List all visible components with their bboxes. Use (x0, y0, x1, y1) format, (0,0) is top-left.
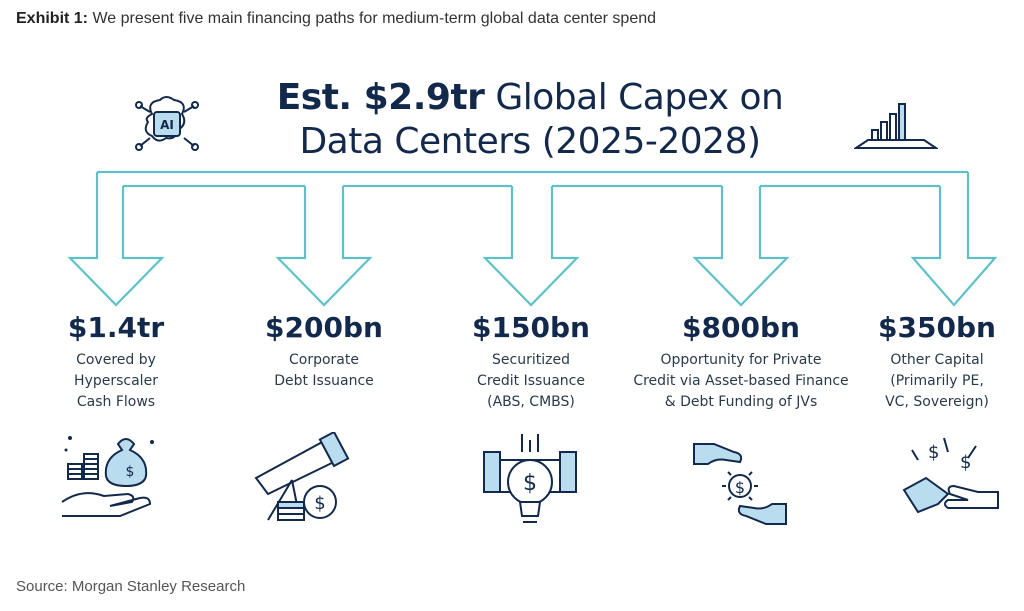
desc-line: Credit Issuance (477, 373, 585, 389)
desc-line: Corporate (289, 352, 359, 368)
desc-line: (ABS, CMBS) (487, 394, 575, 410)
gear-bulb-dollar-icon: $ (483, 434, 577, 523)
path-4: $800bn Opportunity for Private Credit vi… (626, 308, 856, 413)
path-description: Opportunity for Private Credit via Asset… (626, 350, 856, 413)
hands-dollar-icon: $ (693, 443, 787, 525)
headline-amount: Est. $2.9tr (276, 77, 485, 118)
desc-line: Other Capital (890, 352, 984, 368)
ai-chip-label: AI (160, 118, 174, 132)
desc-line: (Primarily PE, (890, 373, 984, 389)
arrow-2 (275, 186, 373, 307)
svg-text:$: $ (735, 478, 745, 497)
exhibit-label: Exhibit 1: (16, 10, 89, 27)
money-bag-hand-icon: $ (61, 436, 154, 517)
headline-line1: Global Capex on (495, 77, 784, 118)
path-amount: $200bn (265, 311, 383, 344)
path-amount: $1.4tr (67, 311, 165, 344)
source-note: Source: Morgan Stanley Research (16, 578, 246, 595)
desc-line: Securitized (492, 352, 570, 368)
exhibit-caption: Exhibit 1: We present five main financin… (16, 10, 656, 28)
desc-line: Debt Issuance (274, 373, 374, 389)
svg-text:$: $ (314, 493, 325, 514)
path-5: $350bn Other Capital (Primarily PE, VC, … (849, 308, 1024, 413)
arrow-3 (482, 186, 580, 307)
telescope-coins-icon: $ (254, 432, 350, 521)
desc-line: & Debt Funding of JVs (664, 394, 818, 410)
headline: Est. $2.9tr Global Capex on Data Centers… (210, 76, 850, 164)
path-description: Securitized Credit Issuance (ABS, CMBS) (426, 350, 636, 413)
path-amount: $350bn (878, 311, 996, 344)
path-2: $200bn Corporate Debt Issuance (219, 308, 429, 392)
path-1: $1.4tr Covered by Hyperscaler Cash Flows (11, 308, 221, 413)
path-amount: $800bn (682, 311, 800, 344)
path-3: $150bn Securitized Credit Issuance (ABS,… (426, 308, 636, 413)
hands-dollars-icon: $ $ (902, 437, 999, 514)
desc-line: Cash Flows (76, 394, 156, 410)
headline-line2: Data Centers (2025-2028) (299, 121, 761, 162)
arrow-1 (67, 186, 165, 307)
path-description: Corporate Debt Issuance (219, 350, 429, 392)
path-description: Other Capital (Primarily PE, VC, Soverei… (849, 350, 1024, 413)
svg-text:$: $ (126, 464, 135, 480)
desc-line: Opportunity for Private (660, 352, 822, 368)
arrow-5 (910, 186, 998, 307)
desc-line: Covered by (76, 352, 156, 368)
arrow-4 (692, 186, 790, 307)
path-description: Covered by Hyperscaler Cash Flows (11, 350, 221, 413)
svg-text:$: $ (928, 442, 939, 463)
desc-line: VC, Sovereign) (885, 394, 989, 410)
desc-line: Hyperscaler (74, 373, 158, 389)
svg-text:$: $ (960, 452, 971, 473)
svg-text:$: $ (523, 471, 537, 496)
ai-brain-icon: AI (135, 96, 199, 151)
desc-line: Credit via Asset-based Finance (633, 373, 849, 389)
bar-chart-icon (854, 103, 938, 149)
path-amount: $150bn (472, 311, 590, 344)
exhibit-text: We present five main financing paths for… (92, 10, 657, 27)
